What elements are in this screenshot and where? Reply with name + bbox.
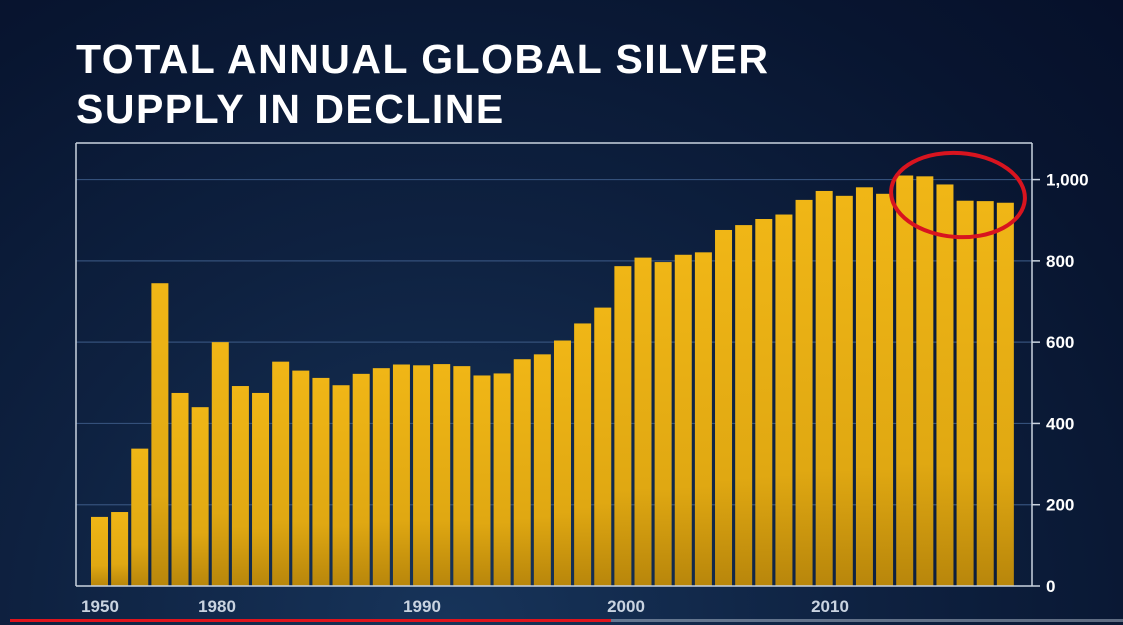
- bar: [131, 448, 149, 586]
- bar: [151, 283, 169, 586]
- bar: [674, 254, 692, 586]
- bar: [191, 407, 209, 586]
- plot-frame: [75, 142, 1033, 587]
- bar: [574, 323, 592, 586]
- y-tick-label: 800: [1046, 252, 1074, 271]
- bar: [553, 340, 571, 586]
- bar: [231, 386, 249, 586]
- y-tick-label: 600: [1046, 333, 1074, 352]
- bar: [453, 366, 471, 586]
- y-tick-label: 200: [1046, 496, 1074, 515]
- bar: [795, 199, 813, 586]
- highlight-circle: [889, 150, 1027, 240]
- bar: [755, 219, 773, 586]
- bar: [654, 262, 672, 586]
- bars: [91, 175, 1014, 587]
- bar: [533, 354, 551, 586]
- bar: [996, 202, 1014, 587]
- bar: [413, 365, 431, 586]
- video-progress-bar[interactable]: [10, 619, 1123, 622]
- bar: [513, 359, 531, 586]
- x-tick-label: 1990: [403, 597, 441, 616]
- x-tick-label: 1980: [198, 597, 236, 616]
- bar: [936, 184, 954, 586]
- x-tick-label: 1950: [81, 597, 119, 616]
- annotation: [889, 150, 1027, 240]
- y-axis: 0 200 400 600 800 1,000: [1032, 171, 1089, 596]
- y-tick-label: 0: [1046, 577, 1055, 596]
- bar: [694, 252, 712, 586]
- video-progress-fill: [10, 619, 612, 622]
- bar: [392, 364, 410, 586]
- bar: [332, 385, 350, 586]
- bar: [473, 375, 491, 586]
- bar: [111, 512, 129, 586]
- chart-title-line-1: TOTAL ANNUAL GLOBAL SILVER: [76, 36, 770, 82]
- x-axis: 1950 1980 1990 2000 2010: [81, 597, 849, 616]
- bar: [735, 225, 753, 586]
- bar: [956, 200, 974, 586]
- bar: [493, 373, 511, 586]
- bar: [272, 361, 290, 586]
- y-tick-label: 1,000: [1046, 171, 1089, 190]
- chart-title-line-2: SUPPLY IN DECLINE: [76, 86, 505, 132]
- bar: [614, 266, 632, 586]
- x-tick-label: 2000: [607, 597, 645, 616]
- bar: [252, 392, 270, 586]
- x-tick-label: 2010: [811, 597, 849, 616]
- bar: [634, 257, 652, 586]
- bar: [91, 516, 108, 586]
- bar: [715, 229, 733, 586]
- bar: [896, 175, 914, 586]
- bar: [292, 370, 310, 586]
- chart-title: TOTAL ANNUAL GLOBAL SILVER SUPPLY IN DEC…: [76, 34, 770, 134]
- y-tick-label: 400: [1046, 414, 1074, 433]
- bar: [855, 187, 873, 587]
- bar: [312, 377, 330, 586]
- bar: [211, 342, 229, 586]
- bar: [916, 176, 934, 586]
- bar: [372, 368, 390, 586]
- bar: [835, 195, 853, 586]
- bar: [876, 193, 894, 587]
- bar: [171, 392, 189, 586]
- bar: [433, 364, 451, 586]
- bar: [815, 190, 833, 586]
- bar: [976, 201, 994, 586]
- bar: [594, 307, 612, 586]
- bar: [775, 214, 793, 586]
- bar: [352, 373, 370, 586]
